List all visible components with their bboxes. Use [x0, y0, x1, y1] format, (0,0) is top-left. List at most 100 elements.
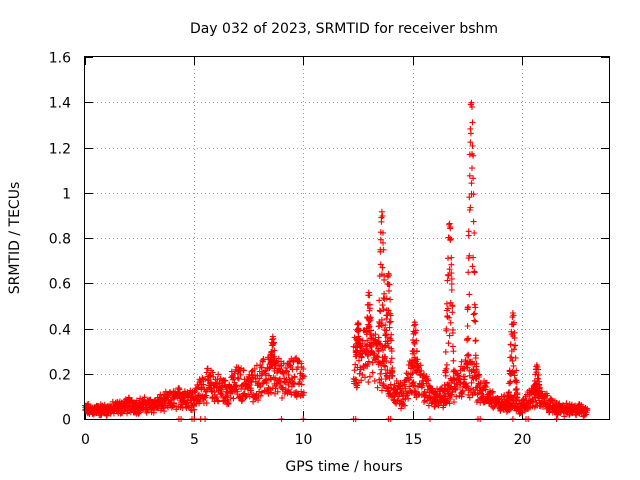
data-point [457, 380, 464, 386]
data-point [458, 358, 465, 365]
data-point [383, 315, 390, 322]
data-point [258, 364, 265, 371]
data-point [412, 321, 419, 328]
data-point [414, 360, 421, 367]
data-point [471, 230, 478, 236]
data-point [383, 357, 390, 364]
data-point [380, 347, 386, 354]
data-point [362, 374, 368, 381]
data-point [448, 281, 455, 287]
x-tick-label: 15 [405, 432, 423, 448]
data-point [251, 366, 258, 372]
data-point [377, 261, 384, 268]
data-point [526, 393, 533, 399]
data-point [265, 390, 272, 397]
data-point [465, 269, 472, 276]
data-point [285, 387, 292, 394]
data-point [402, 385, 409, 392]
data-point [387, 359, 394, 366]
data-point [366, 301, 373, 308]
data-point [396, 385, 403, 392]
data-point [291, 373, 298, 380]
data-point [267, 386, 273, 392]
data-point [381, 272, 388, 279]
data-point [383, 373, 390, 380]
y-tick-label: 1.6 [49, 51, 71, 67]
data-point [223, 386, 230, 393]
data-point [365, 289, 372, 296]
data-point [469, 165, 475, 172]
data-point [445, 305, 451, 312]
data-point [448, 287, 455, 293]
data-point [357, 343, 364, 350]
data-point [284, 368, 290, 375]
data-point [510, 362, 517, 369]
data-point [476, 384, 483, 391]
data-point [569, 410, 576, 417]
data-point [240, 367, 247, 374]
data-point [450, 357, 457, 364]
data-point [386, 324, 393, 331]
data-point [465, 335, 472, 342]
data-point [171, 400, 177, 407]
data-point [378, 208, 385, 215]
data-point [464, 383, 471, 390]
data-point [231, 370, 238, 377]
data-point [388, 355, 395, 362]
data-point [409, 389, 415, 396]
data-point [389, 372, 396, 379]
data-point [265, 372, 272, 379]
data-point [584, 407, 591, 414]
data-point [384, 340, 391, 347]
data-point [446, 220, 453, 227]
data-point [453, 393, 460, 400]
data-point [448, 270, 455, 277]
data-point [215, 371, 222, 378]
y-tick-label: 0.4 [49, 323, 71, 339]
data-point [405, 395, 412, 402]
data-point [247, 387, 254, 394]
data-point [239, 382, 246, 389]
data-point [466, 394, 473, 401]
data-point [443, 300, 450, 307]
data-point [470, 254, 477, 261]
data-point [169, 403, 176, 410]
data-point [470, 311, 477, 318]
data-point [511, 346, 517, 353]
data-point [271, 353, 278, 360]
data-point [202, 376, 209, 383]
y-tick-label: 1.4 [49, 96, 71, 112]
data-point [470, 218, 477, 225]
data-point [446, 266, 453, 273]
data-point [447, 319, 454, 326]
data-point [458, 393, 465, 400]
data-point [561, 413, 568, 420]
data-point [181, 397, 188, 404]
data-point [470, 175, 477, 182]
data-point [375, 345, 382, 352]
chart-title: Day 032 of 2023, SRMTID for receiver bsh… [190, 21, 498, 37]
data-point [469, 119, 476, 126]
data-point [544, 392, 551, 399]
data-point [378, 366, 385, 373]
y-axis-label: SRMTID / TECUs [7, 182, 23, 295]
data-point [353, 349, 360, 356]
data-point [389, 365, 396, 372]
data-point [423, 373, 430, 380]
data-point [285, 381, 292, 388]
data-point [271, 347, 278, 354]
data-point [279, 395, 285, 401]
data-point [446, 400, 453, 407]
data-point [246, 371, 253, 378]
data-point [283, 367, 290, 374]
data-point [514, 390, 521, 397]
data-point [378, 387, 385, 394]
data-point [413, 337, 420, 344]
data-point [443, 399, 450, 406]
data-point [411, 322, 418, 329]
data-point [382, 322, 389, 328]
data-point [443, 361, 450, 368]
data-point [374, 384, 381, 391]
data-point [447, 235, 454, 242]
data-point [407, 374, 414, 381]
